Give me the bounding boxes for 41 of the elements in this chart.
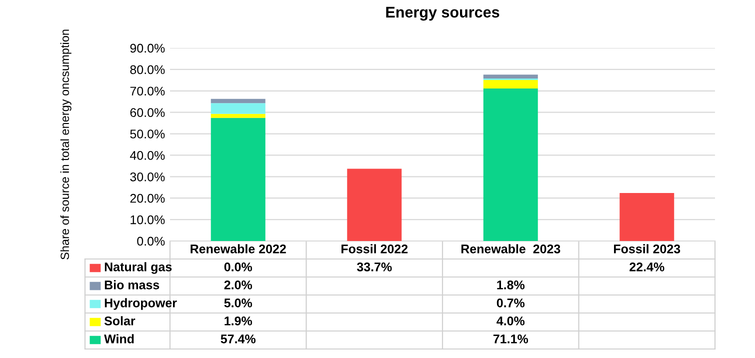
data-label: 0.7% <box>496 298 525 308</box>
data-label: 5.0% <box>224 298 252 308</box>
bar <box>210 98 266 104</box>
y-tick-label: 80.0% <box>130 65 165 74</box>
data-label: 0.0% <box>224 262 252 272</box>
bar <box>483 74 538 78</box>
y-tick-label: 20.0% <box>130 194 165 203</box>
y-tick-label: 90.0% <box>130 44 165 53</box>
data-label: 22.4% <box>630 262 664 272</box>
data-label: 1.8% <box>497 280 525 290</box>
x-tick-label: Fossil 2022 <box>342 244 408 254</box>
bar <box>347 168 402 241</box>
y-tick-label: 50.0% <box>130 130 165 138</box>
data-label: 2.0% <box>224 280 252 290</box>
y-tick-label: 70.0% <box>130 86 165 96</box>
y-tick-label: 40.0% <box>130 151 165 160</box>
bar <box>210 118 266 241</box>
legend-label: Bio mass <box>104 280 160 290</box>
chart-title: Energy sources <box>386 6 500 21</box>
legend-label: Natural gas <box>104 262 172 274</box>
y-tick-label: 10.0% <box>130 215 165 224</box>
bar <box>620 192 674 241</box>
legend-label: Wind <box>104 334 134 344</box>
legend-label: Hydropower <box>104 298 177 310</box>
x-tick-label: Fossil 2023 <box>614 244 680 254</box>
x-tick-label: Renewable 2023 <box>461 244 560 254</box>
data-label: 57.4% <box>220 334 256 344</box>
y-axis-title: Share of source in total energy oncsumption <box>60 30 72 260</box>
bar <box>483 88 538 241</box>
x-tick-label: Renewable 2022 <box>190 244 286 254</box>
y-tick-label: 30.0% <box>130 172 165 182</box>
data-label: 71.1% <box>493 334 528 344</box>
data-label: 4.0% <box>496 316 525 326</box>
legend-label: Solar <box>104 316 136 326</box>
y-tick-label: 60.0% <box>130 108 165 117</box>
data-label: 33.7% <box>356 262 392 272</box>
bar <box>483 80 538 89</box>
data-label: 1.9% <box>224 316 252 326</box>
bar <box>210 114 266 118</box>
bar <box>210 103 266 114</box>
y-tick-label: 0.0% <box>137 236 165 246</box>
